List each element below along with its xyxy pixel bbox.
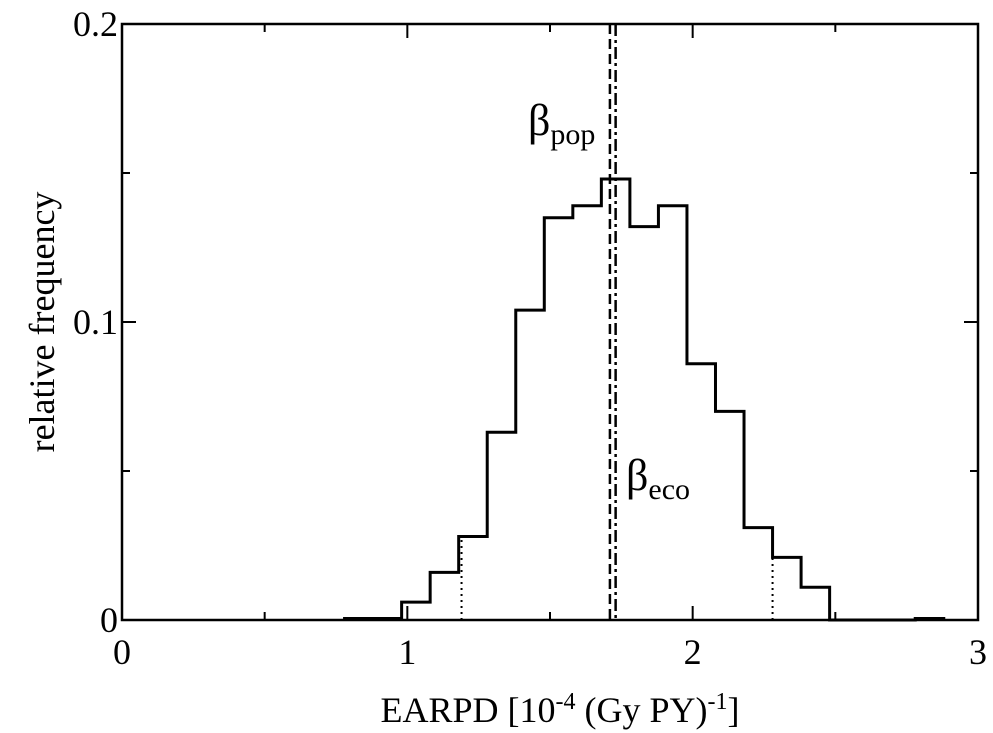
plot-frame xyxy=(120,22,980,622)
x-tick-label: 1 xyxy=(398,632,416,672)
interval-lines xyxy=(460,536,774,620)
axis-tick-labels: 0 1 2 3 0 0.1 0.2 xyxy=(73,4,987,672)
y-tick-label: 0 xyxy=(100,600,118,640)
x-axis-label: EARPD [10-4 (Gy PY)-1] xyxy=(380,689,739,730)
beta-pop-label: βpop xyxy=(528,96,595,151)
estimate-markers xyxy=(608,24,617,620)
x-tick-label: 2 xyxy=(684,632,702,672)
y-tick-label: 0.2 xyxy=(73,4,118,44)
y-axis-label: relative frequency xyxy=(22,192,62,453)
beta-eco-label: βeco xyxy=(626,451,690,506)
x-tick-label: 3 xyxy=(969,632,987,672)
x-tick-label: 0 xyxy=(113,632,131,672)
y-tick-label: 0.1 xyxy=(73,302,118,342)
histogram-outline xyxy=(343,177,946,622)
